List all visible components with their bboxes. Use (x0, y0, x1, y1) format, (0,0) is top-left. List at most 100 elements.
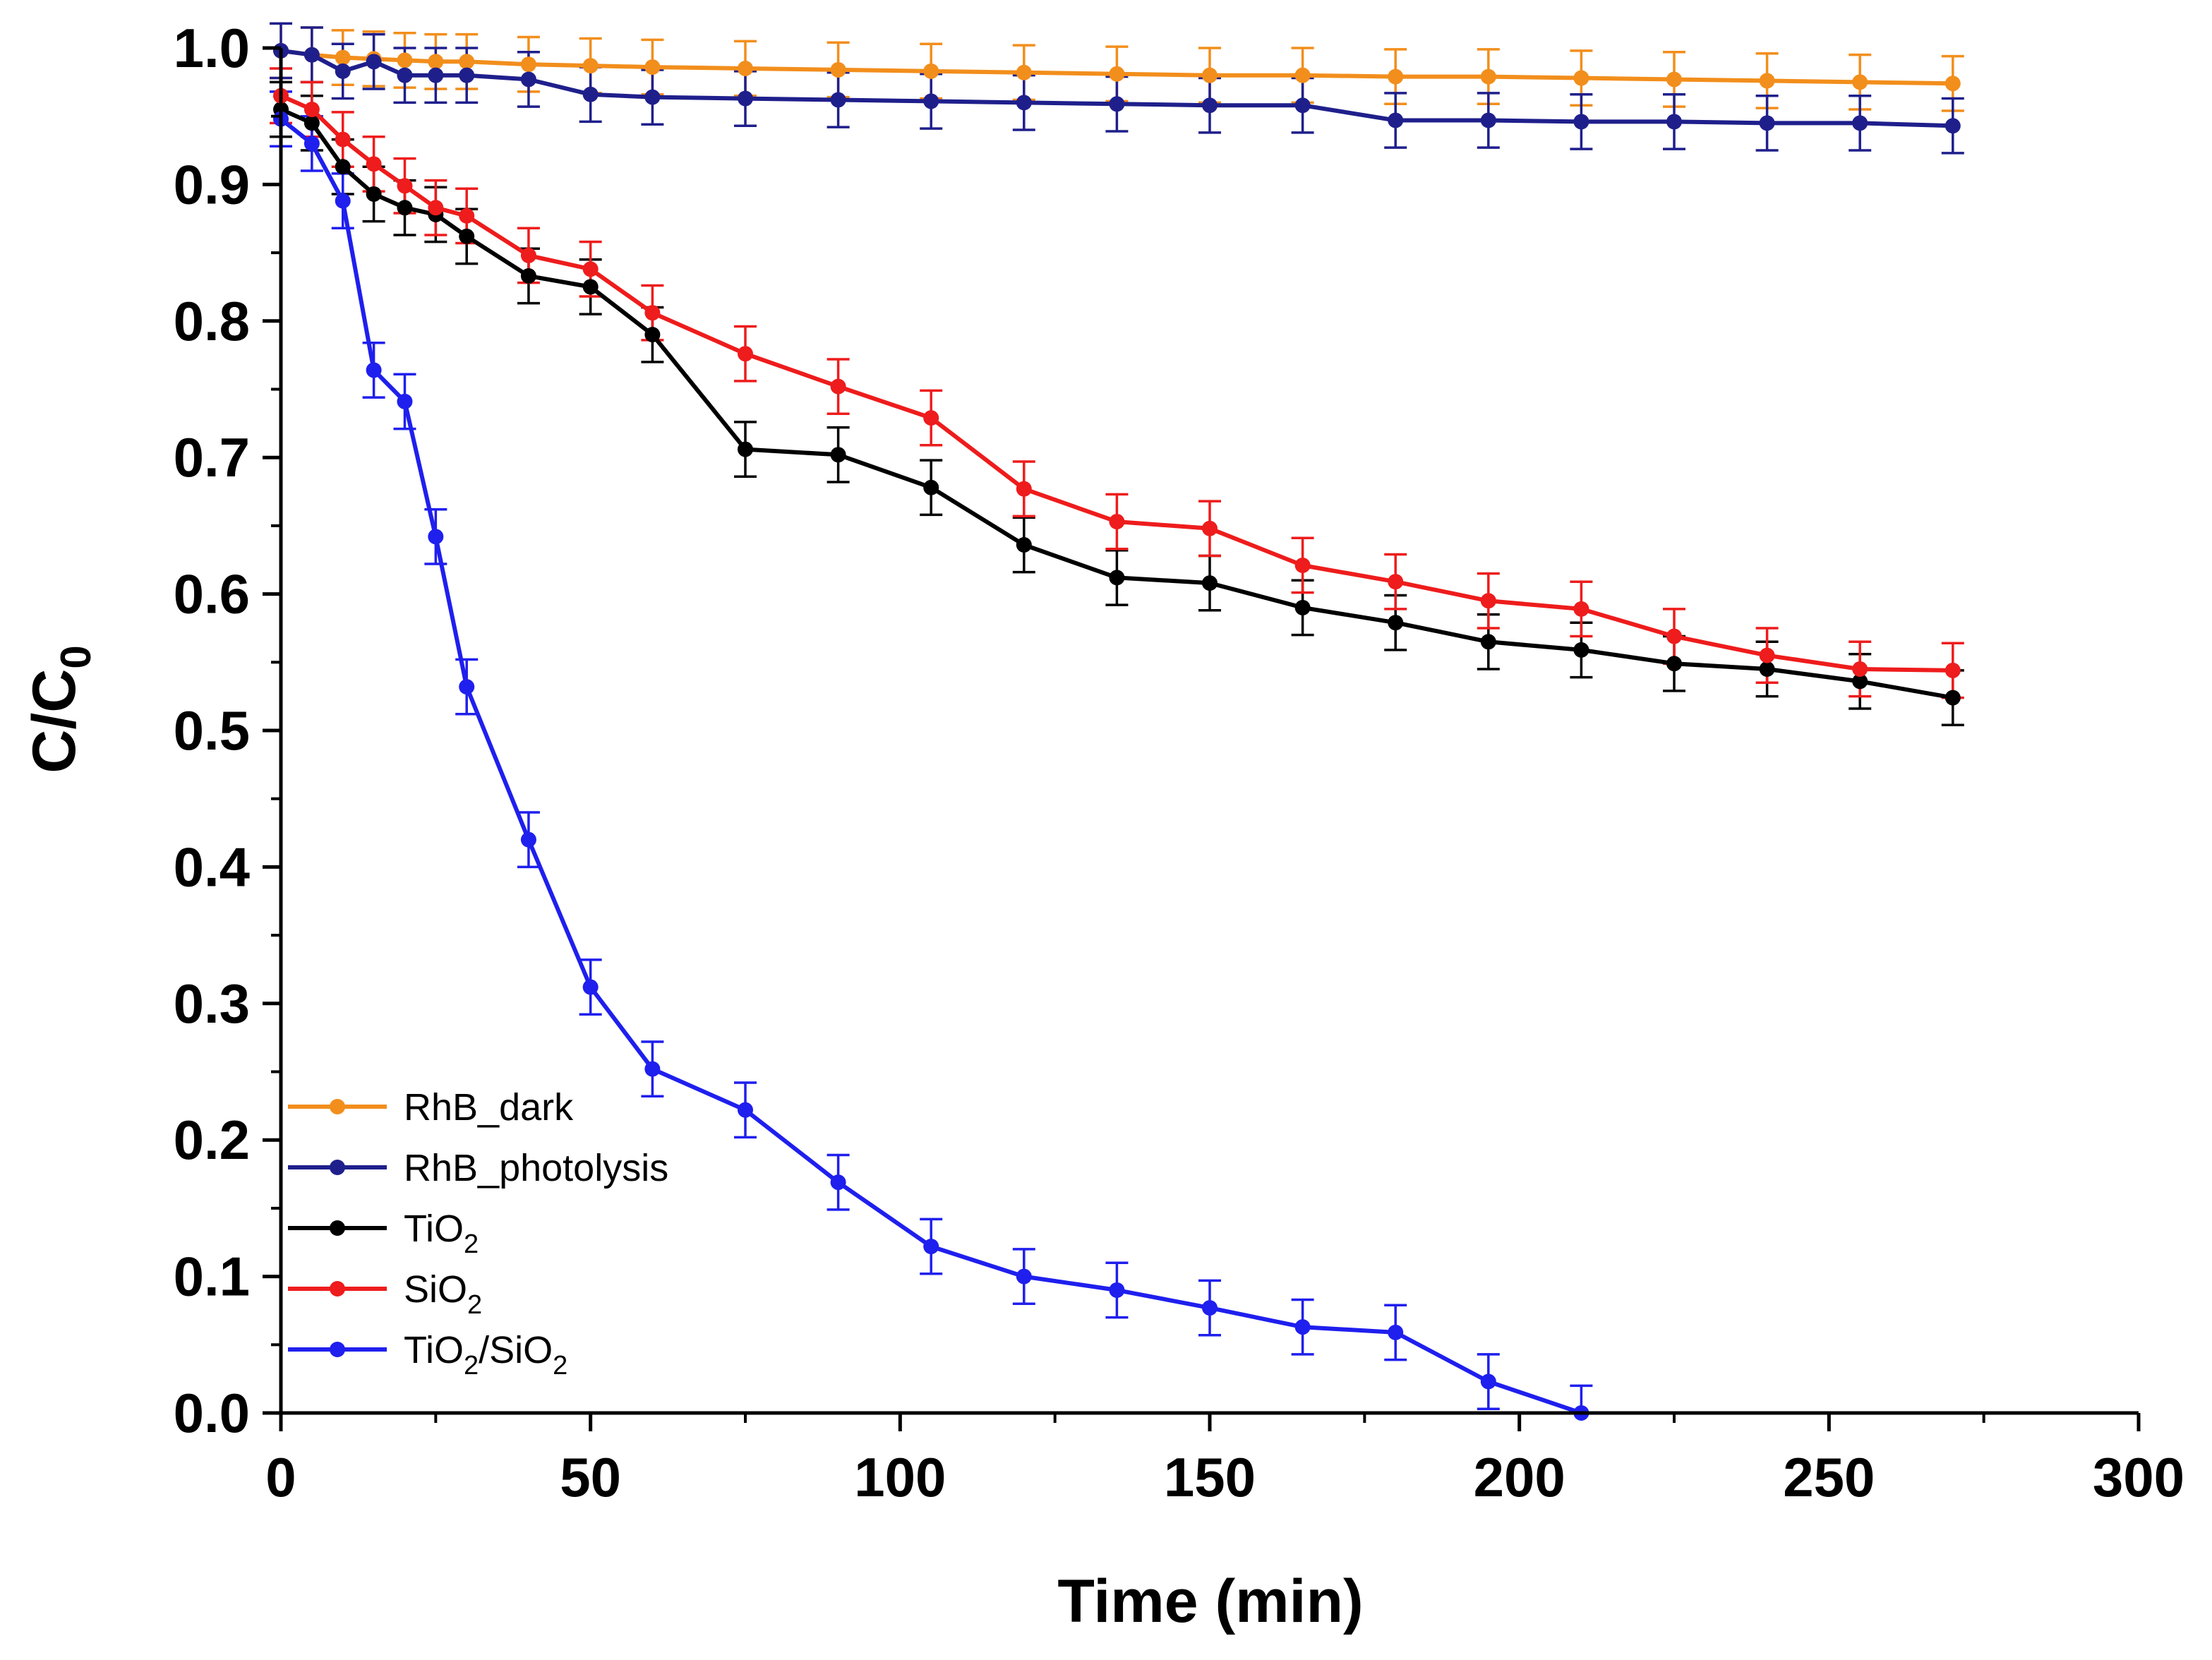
data-point-sio2 (520, 247, 536, 263)
data-point-rhb-photolysis (397, 67, 413, 83)
data-point-tio2 (1759, 661, 1775, 677)
data-point-rhb-photolysis (1852, 115, 1868, 131)
x-axis-title: Time (min) (1057, 1568, 1363, 1635)
data-point-rhb-photolysis (366, 54, 382, 70)
data-point-tio2-sio2 (428, 529, 444, 545)
y-tick-label: 0.3 (174, 973, 250, 1035)
data-point-tio2 (1852, 673, 1868, 690)
data-point-rhb-photolysis (738, 90, 753, 107)
data-point-rhb-dark (1759, 73, 1775, 89)
data-point-sio2 (1944, 662, 1961, 678)
legend-entry-tio2-sio2: TiO2/SiO2 (288, 1329, 567, 1381)
data-point-tio2 (366, 186, 382, 202)
data-point-sio2 (428, 200, 444, 216)
data-point-rhb-photolysis (1944, 118, 1961, 134)
data-point-rhb-dark (428, 54, 444, 70)
legend-marker (330, 1220, 345, 1236)
data-point-tio2 (1016, 536, 1032, 553)
data-point-tio2 (582, 279, 599, 295)
data-point-tio2-sio2 (1388, 1324, 1404, 1340)
data-point-tio2-sio2 (1109, 1282, 1125, 1298)
legend-marker (330, 1342, 345, 1357)
data-point-sio2 (1109, 514, 1125, 530)
data-point-rhb-dark (923, 63, 939, 79)
data-point-rhb-photolysis (1759, 115, 1775, 131)
data-point-tio2 (1666, 656, 1682, 672)
y-tick-label: 0.6 (174, 563, 250, 625)
data-point-tio2-sio2 (397, 393, 413, 409)
tick-labels: 0 50 100 150 200 250 300 0.0 0.1 0.2 0.3 0.4 0.5 0.6 0… (174, 17, 2185, 1508)
legend-marker (330, 1281, 345, 1297)
x-tick-label: 0 (265, 1446, 296, 1508)
y-axis-title-sub: 0 (52, 645, 100, 668)
series-line-tio2 (279, 107, 1954, 700)
data-point-rhb-dark (644, 59, 661, 76)
data-point-sio2 (830, 378, 846, 395)
data-point-tio2-sio2 (1016, 1268, 1032, 1285)
data-point-tio2 (830, 447, 846, 463)
data-point-tio2 (303, 115, 320, 131)
y-tick-label: 0.8 (174, 290, 250, 352)
data-point-rhb-photolysis (303, 47, 320, 63)
data-point-sio2 (582, 261, 599, 277)
data-point-rhb-photolysis (582, 86, 599, 102)
data-point-tio2 (1480, 634, 1496, 650)
data-point-rhb-dark (738, 61, 753, 77)
x-tick-label: 150 (1164, 1446, 1256, 1508)
data-point-tio2-sio2 (923, 1239, 939, 1255)
data-point-tio2 (1202, 575, 1218, 591)
x-tick-label: 100 (854, 1446, 946, 1508)
x-tick-label: 50 (560, 1446, 621, 1508)
legend-entry-rhb-dark: RhB_dark (288, 1086, 574, 1129)
data-point-rhb-dark (459, 54, 475, 70)
data-point-rhb-dark (1202, 67, 1218, 83)
y-tick-label: 0.1 (174, 1246, 250, 1308)
data-point-tio2 (1109, 570, 1125, 586)
x-tick-label: 250 (1783, 1446, 1875, 1508)
error-bars (270, 22, 1964, 1414)
data-point-sio2 (1016, 481, 1032, 497)
data-point-rhb-photolysis (1480, 112, 1496, 128)
y-axis-title-main: C/C (20, 669, 88, 774)
y-tick-label: 0.0 (174, 1382, 250, 1444)
data-point-tio2 (1294, 599, 1311, 615)
data-point-tio2 (1944, 690, 1961, 706)
data-point-rhb-photolysis (1666, 114, 1682, 130)
data-point-rhb-photolysis (1016, 95, 1032, 111)
data-point-rhb-photolysis (1388, 112, 1404, 128)
data-point-rhb-dark (335, 49, 351, 66)
y-tick-label: 0.5 (174, 699, 250, 762)
y-tick-label: 0.4 (174, 836, 250, 898)
legend-label: TiO2/SiO2 (404, 1329, 567, 1381)
data-point-tio2 (397, 200, 413, 216)
data-point-rhb-dark (1109, 66, 1125, 82)
data-point-sio2 (1202, 520, 1218, 536)
data-point-sio2 (1480, 593, 1496, 609)
data-point-rhb-dark (1388, 68, 1404, 85)
data-point-tio2-sio2 (520, 831, 536, 848)
data-point-sio2 (923, 410, 939, 426)
data-point-rhb-dark (1666, 71, 1682, 88)
data-point-rhb-dark (1480, 68, 1496, 85)
data-point-tio2-sio2 (644, 1061, 661, 1077)
data-point-tio2-sio2 (1294, 1319, 1311, 1335)
data-point-rhb-photolysis (335, 63, 351, 79)
legend-entry-tio2: TiO2 (288, 1208, 479, 1259)
data-point-tio2 (520, 267, 536, 284)
data-point-tio2-sio2 (738, 1102, 753, 1118)
legend-entry-rhb-photolysis: RhB_photolysis (288, 1147, 668, 1189)
data-point-tio2 (644, 327, 661, 343)
data-point-sio2 (335, 131, 351, 148)
y-tick-label: 1.0 (174, 17, 250, 79)
y-tick-label: 0.9 (174, 153, 250, 215)
data-point-rhb-dark (1944, 76, 1961, 92)
data-point-tio2 (1388, 615, 1404, 631)
data-point-rhb-dark (1294, 67, 1311, 83)
data-point-rhb-photolysis (1573, 114, 1589, 130)
data-point-tio2-sio2 (1202, 1300, 1218, 1316)
data-point-sio2 (1759, 647, 1775, 663)
data-point-tio2 (923, 479, 939, 495)
data-point-rhb-photolysis (644, 89, 661, 105)
data-point-sio2 (303, 102, 320, 118)
